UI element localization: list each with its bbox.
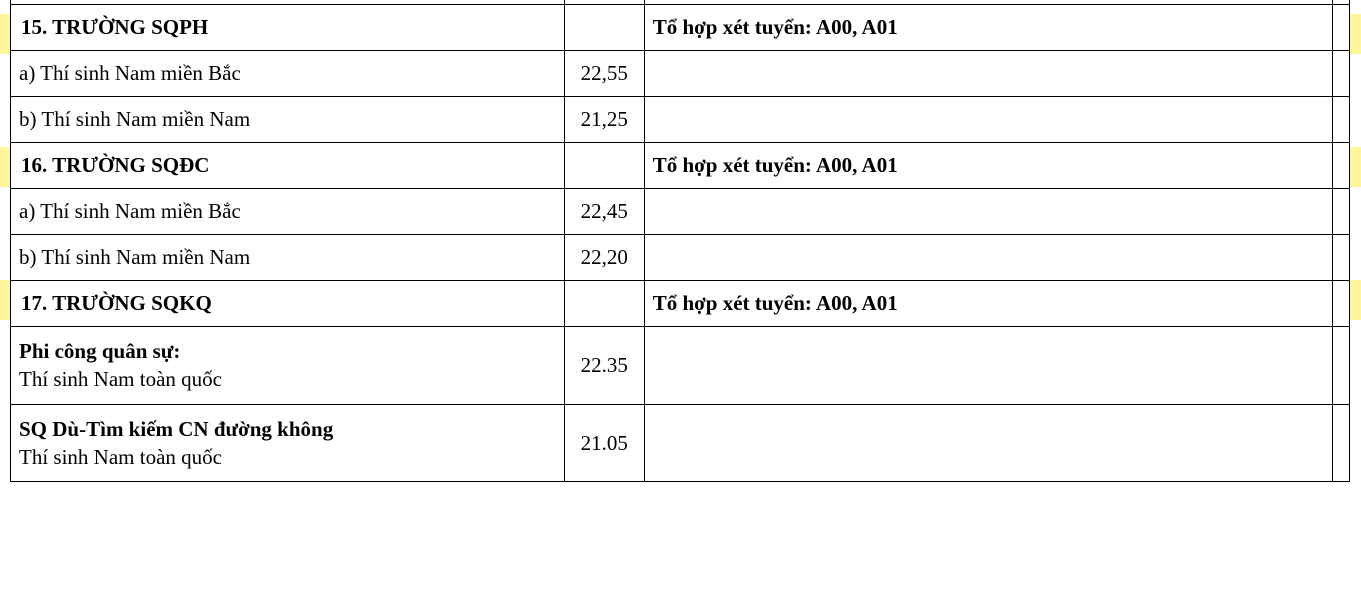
cell-note: Tổ hợp xét tuyển: A00, A01 [644,143,1332,189]
cell-name: 17. TRƯỜNG SQKQ [11,281,565,327]
cell-end [1332,404,1349,482]
cell-end [1332,327,1349,405]
cell-end [1332,143,1349,189]
candidate-scope: Thí sinh Nam toàn quốc [19,367,222,391]
cell-note [644,327,1332,405]
school-name: 15. TRƯỜNG SQPH [19,15,208,39]
cell-score: 22.35 [564,327,644,405]
table-row: b) Thí sinh Nam miền Nam 22,20 [11,235,1350,281]
table-body: 15. TRƯỜNG SQPH Tổ hợp xét tuyển: A00, A… [11,0,1350,482]
cell-name: Phi công quân sự: Thí sinh Nam toàn quốc [11,327,565,405]
program-name: SQ Dù-Tìm kiếm CN đường không [19,417,333,441]
cell-name: 16. TRƯỜNG SQĐC [11,143,565,189]
cell-note: Tổ hợp xét tuyển: A00, A01 [644,5,1332,51]
table-row: b) Thí sinh Nam miền Nam 21,25 [11,97,1350,143]
cell-note [644,51,1332,97]
cell-score [564,281,644,327]
cell-note [644,235,1332,281]
cell-end [1332,189,1349,235]
table-row: Phi công quân sự: Thí sinh Nam toàn quốc… [11,327,1350,405]
table-row: 17. TRƯỜNG SQKQ Tổ hợp xét tuyển: A00, A… [11,281,1350,327]
cell-end [1332,235,1349,281]
cell-name: SQ Dù-Tìm kiếm CN đường không Thí sinh N… [11,404,565,482]
table-row: a) Thí sinh Nam miền Bắc 22,45 [11,189,1350,235]
school-name: 16. TRƯỜNG SQĐC [19,153,209,177]
highlight-marker [1349,147,1361,187]
cell-name: a) Thí sinh Nam miền Bắc [11,189,565,235]
cell-score: 22,45 [564,189,644,235]
cell-score [564,143,644,189]
highlight-marker [1349,14,1361,54]
table-row: SQ Dù-Tìm kiếm CN đường không Thí sinh N… [11,404,1350,482]
cell-name: b) Thí sinh Nam miền Nam [11,235,565,281]
cell-end [1332,5,1349,51]
table-row: 16. TRƯỜNG SQĐC Tổ hợp xét tuyển: A00, A… [11,143,1350,189]
candidate-scope: Thí sinh Nam toàn quốc [19,445,222,469]
admissions-table: 15. TRƯỜNG SQPH Tổ hợp xét tuyển: A00, A… [10,0,1350,482]
cell-note [644,189,1332,235]
cell-note [644,97,1332,143]
cell-end [1332,51,1349,97]
cell-score: 22,20 [564,235,644,281]
program-name: Phi công quân sự: [19,339,180,363]
cell-end [1332,97,1349,143]
cell-note [644,404,1332,482]
cell-name: a) Thí sinh Nam miền Bắc [11,51,565,97]
highlight-marker [1349,280,1361,320]
table-row: 15. TRƯỜNG SQPH Tổ hợp xét tuyển: A00, A… [11,5,1350,51]
cell-name: 15. TRƯỜNG SQPH [11,5,565,51]
cell-score [564,5,644,51]
cell-score: 22,55 [564,51,644,97]
cell-note: Tổ hợp xét tuyển: A00, A01 [644,281,1332,327]
cell-end [1332,281,1349,327]
school-name: 17. TRƯỜNG SQKQ [19,291,212,315]
cell-name: b) Thí sinh Nam miền Nam [11,97,565,143]
table-row: a) Thí sinh Nam miền Bắc 22,55 [11,51,1350,97]
cell-score: 21,25 [564,97,644,143]
cell-score: 21.05 [564,404,644,482]
